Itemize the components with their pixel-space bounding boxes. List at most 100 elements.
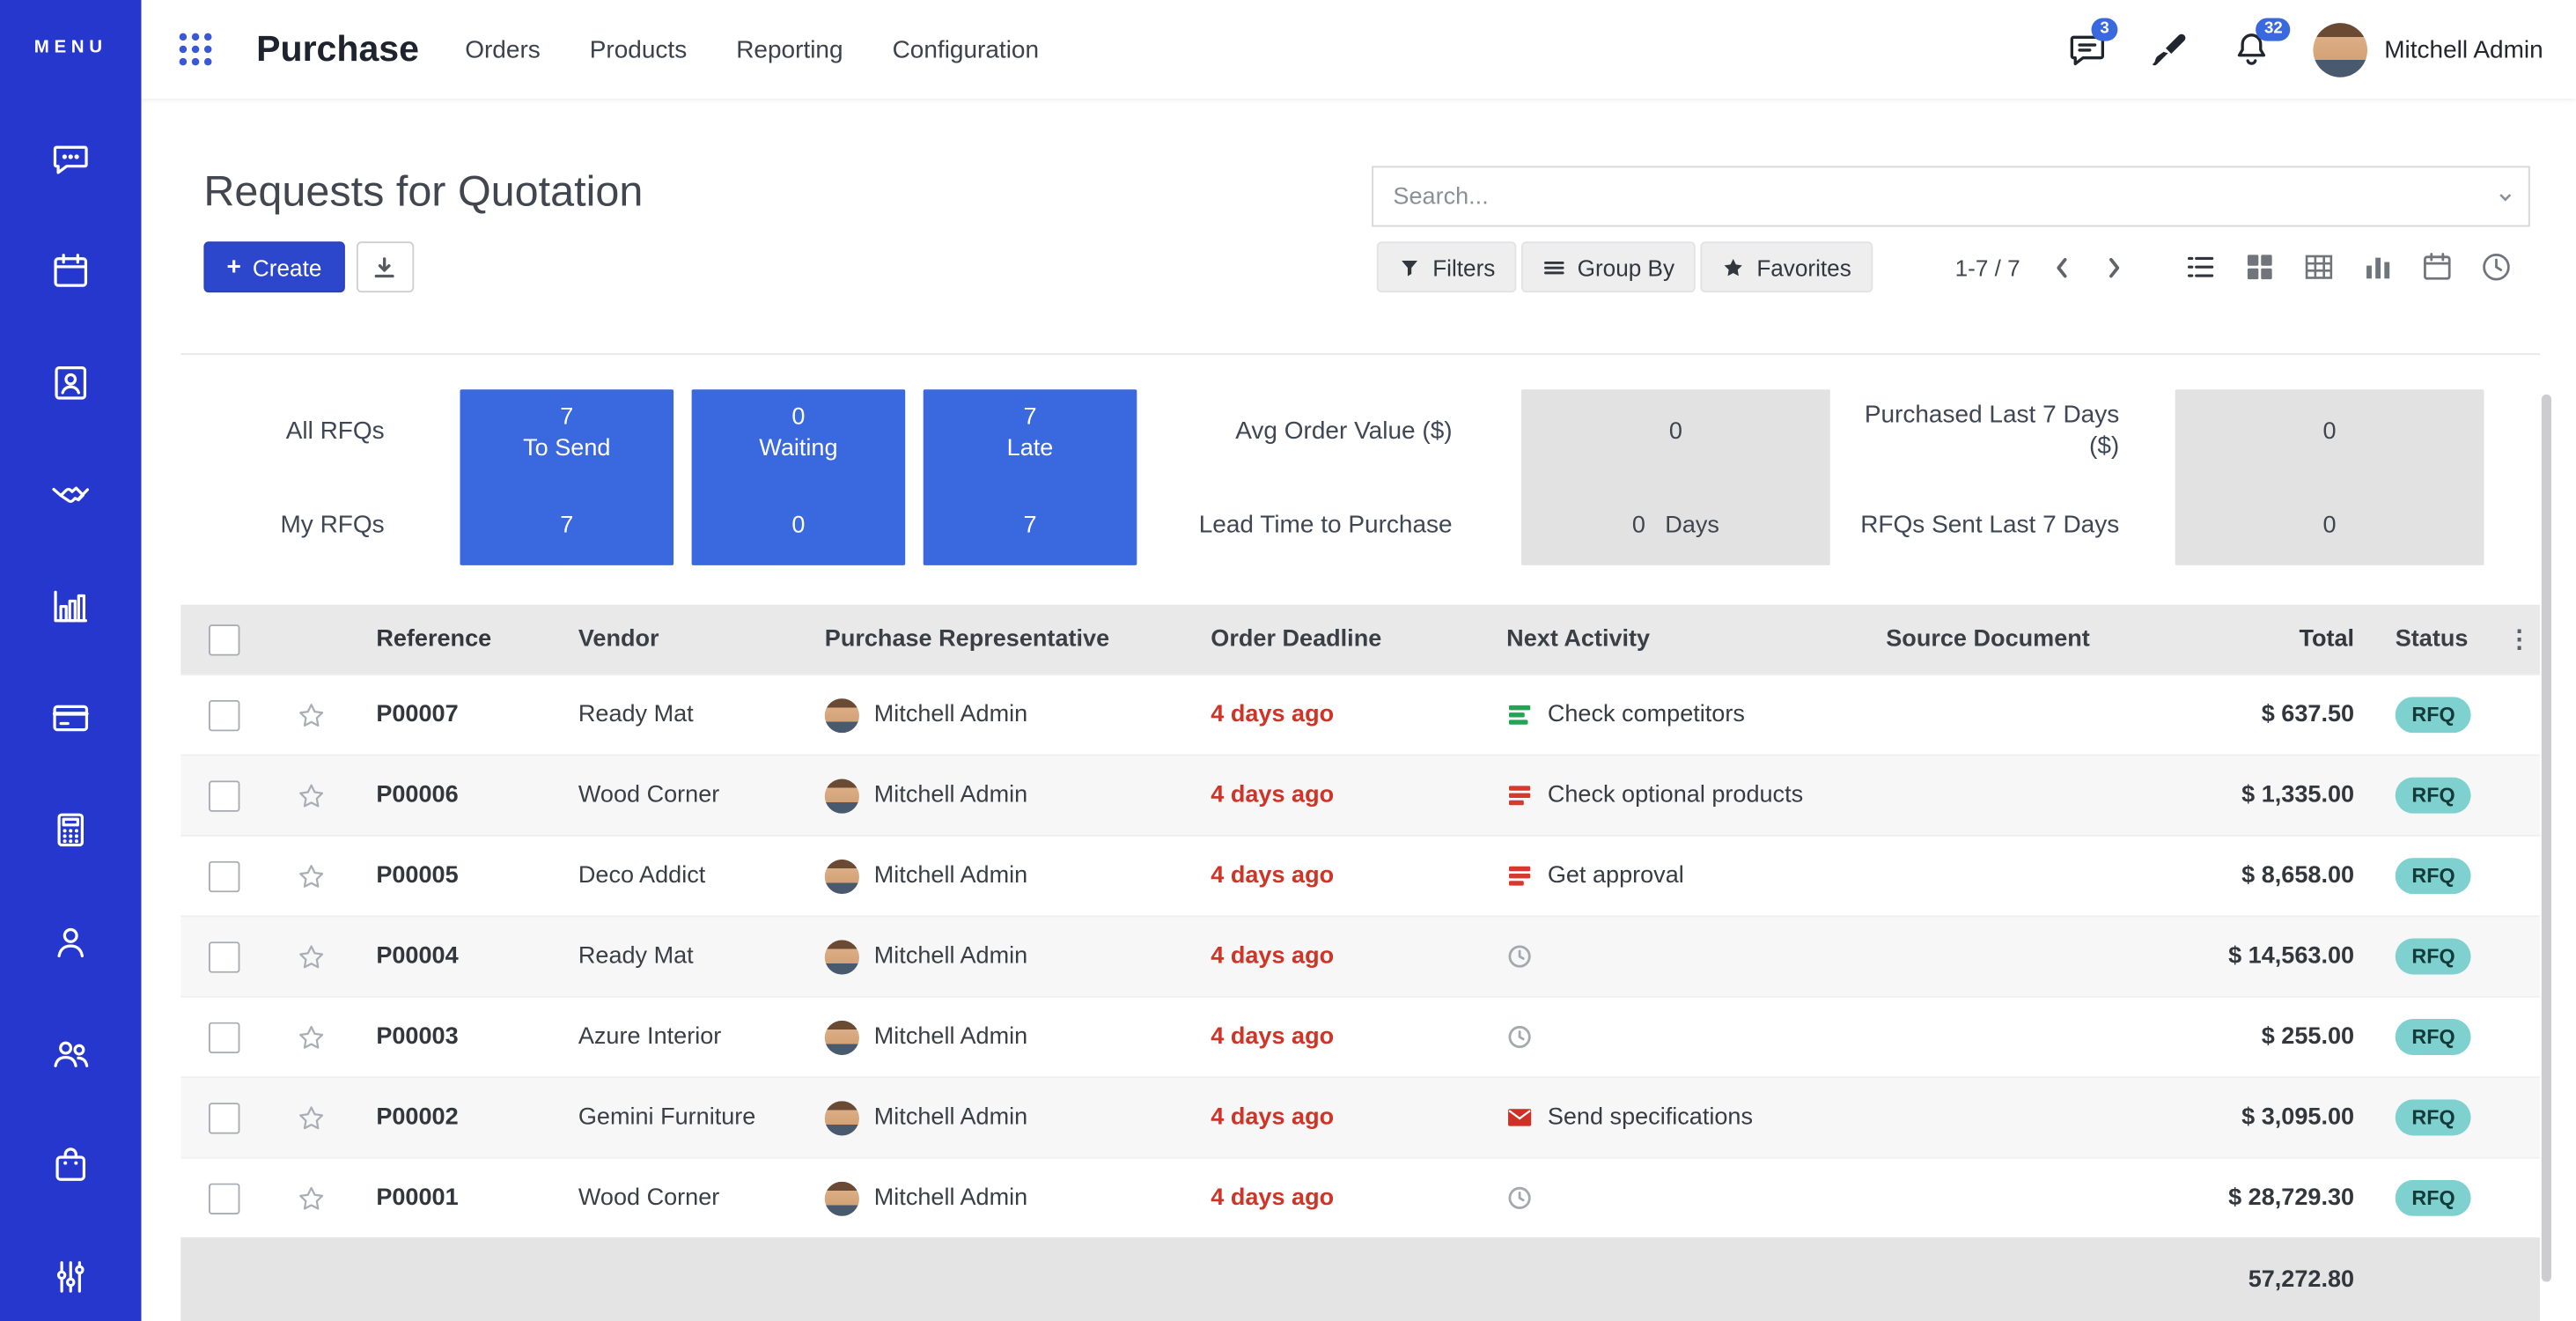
pager-next-button[interactable] [2093,241,2136,292]
sidebar-app-settings[interactable] [49,1256,92,1299]
activity-clock-icon [1508,945,1531,968]
row-checkbox[interactable] [208,1021,240,1053]
sidebar-app-sales[interactable] [49,585,92,628]
rfqs-sent-7d-label: RFQs Sent Last 7 Days [1860,511,2120,540]
favorite-star-icon[interactable] [295,941,326,971]
kpi-tile-avg-lead: 0 0 Days [1520,389,1830,565]
menu-products[interactable]: Products [589,35,688,63]
favorite-star-icon[interactable] [295,1183,326,1214]
rep-avatar [824,859,859,894]
graph-view-button[interactable] [2361,250,2396,284]
favorite-star-icon[interactable] [295,860,326,891]
select-all-checkbox[interactable] [208,624,240,655]
row-total: $ 3,095.00 [2241,1103,2355,1131]
avg-order-value: 0 [1668,418,1682,446]
sidebar-app-recruitment[interactable] [49,1032,92,1075]
header-source-document[interactable]: Source Document [1886,625,2090,653]
row-checkbox[interactable] [208,699,240,731]
pivot-view-button[interactable] [2301,250,2336,284]
star-icon [1725,258,1743,276]
table-row[interactable]: P00005 Deco Addict Mitchell Admin 4 days… [180,834,2540,916]
header-status[interactable]: Status [2395,625,2469,653]
header-purchase-representative[interactable]: Purchase Representative [824,625,1110,653]
app-title[interactable]: Purchase [256,27,419,70]
sidebar-app-employees[interactable] [49,920,92,963]
calendar-view-button[interactable] [2420,250,2455,284]
favorites-button[interactable]: Favorites [1700,241,1873,293]
table-row[interactable]: P00007 Ready Mat Mitchell Admin 4 days a… [180,674,2540,755]
favorite-star-icon[interactable] [295,779,326,810]
row-activity[interactable]: Check optional products [1490,782,1868,808]
sidebar-app-invoicing[interactable] [49,697,92,740]
table-row[interactable]: P00003 Azure Interior Mitchell Admin 4 d… [180,995,2540,1077]
create-button[interactable]: Create [203,241,345,293]
optional-columns-icon[interactable] [2507,605,2532,674]
kpi-tile-waiting[interactable]: 0 Waiting 0 [691,389,906,565]
header-next-activity[interactable]: Next Activity [1506,625,1651,653]
metrics-left-labels: Avg Order Value ($) Lead Time to Purchas… [1137,389,1453,565]
row-checkbox[interactable] [208,779,240,811]
header-order-deadline[interactable]: Order Deadline [1211,625,1382,653]
row-activity[interactable]: Check competitors [1490,702,1868,728]
table-row[interactable]: P00006 Wood Corner Mitchell Admin 4 days… [180,754,2540,835]
favorite-star-icon[interactable] [295,1102,326,1133]
sidebar-app-calendar[interactable] [49,250,92,293]
list-view-button[interactable] [2183,250,2218,284]
search-dropdown-icon[interactable] [2497,188,2513,205]
row-checkbox[interactable] [208,860,240,892]
kanban-view-button[interactable] [2242,250,2277,284]
scrollbar-thumb[interactable] [2541,394,2552,1282]
theme-brush-button[interactable] [2149,29,2190,70]
row-checkbox[interactable] [208,1182,240,1214]
sliders-icon [56,1261,85,1293]
kpi-tile-late[interactable]: 7 Late 7 [923,389,1137,565]
row-checkbox[interactable] [208,1102,240,1133]
table-row[interactable]: P00004 Ready Mat Mitchell Admin 4 days a… [180,915,2540,996]
sidebar-app-crm[interactable] [49,473,92,516]
credit-card-icon [52,705,89,732]
search-input[interactable] [1373,183,2498,210]
table-row[interactable]: P00001 Wood Corner Mitchell Admin 4 days… [180,1156,2540,1238]
sidebar-app-accounting[interactable] [49,808,92,852]
apps-grid-icon[interactable] [173,26,218,72]
export-button[interactable] [356,241,414,293]
sidebar-app-purchase[interactable] [49,1144,92,1187]
messages-button[interactable]: 3 [2067,17,2118,70]
row-activity[interactable]: Get approval [1490,863,1868,889]
header-reference[interactable]: Reference [376,625,492,653]
row-activity[interactable] [1490,1024,1868,1051]
lead-time-value: 0 [1631,513,1645,540]
table-body: P00007 Ready Mat Mitchell Admin 4 days a… [180,674,2540,1238]
calendar-view-icon [2424,253,2451,280]
user-menu[interactable]: Mitchell Admin [2313,22,2543,77]
activity-icon-slot [1506,863,1533,889]
row-vendor: Deco Addict [578,862,706,889]
activity-view-button[interactable] [2479,250,2513,284]
menu-orders[interactable]: Orders [465,35,541,63]
row-activity-label: Check competitors [1547,701,1745,728]
row-activity[interactable] [1490,1184,1868,1211]
top-menu: Orders Products Reporting Configuration [465,35,1039,63]
row-checkbox[interactable] [208,941,240,972]
row-activity[interactable]: Send specifications [1490,1104,1868,1131]
sidebar-app-discuss[interactable] [49,138,92,181]
row-activity[interactable] [1490,943,1868,970]
favorite-star-icon[interactable] [295,1022,326,1052]
favorite-star-icon[interactable] [295,699,326,730]
sidebar-app-contacts[interactable] [49,362,92,405]
group-by-button[interactable]: Group By [1521,241,1696,293]
status-badge: RFQ [2395,777,2472,814]
pager-previous-button[interactable] [2040,241,2083,292]
table-row[interactable]: P00002 Gemini Furniture Mitchell Admin 4… [180,1076,2540,1157]
menu-reporting[interactable]: Reporting [736,35,843,63]
filters-button[interactable]: Filters [1376,241,1517,293]
download-icon [375,256,395,277]
header-total[interactable]: Total [2299,625,2355,653]
row-deadline: 4 days ago [1211,1023,1335,1051]
row-activity-label: Check optional products [1547,782,1804,809]
row-rep-name: Mitchell Admin [873,701,1028,728]
kpi-tile-to-send[interactable]: 7 To Send 7 [460,389,674,565]
notifications-button[interactable]: 32 [2232,17,2292,70]
header-vendor[interactable]: Vendor [578,625,659,653]
menu-configuration[interactable]: Configuration [892,35,1040,63]
